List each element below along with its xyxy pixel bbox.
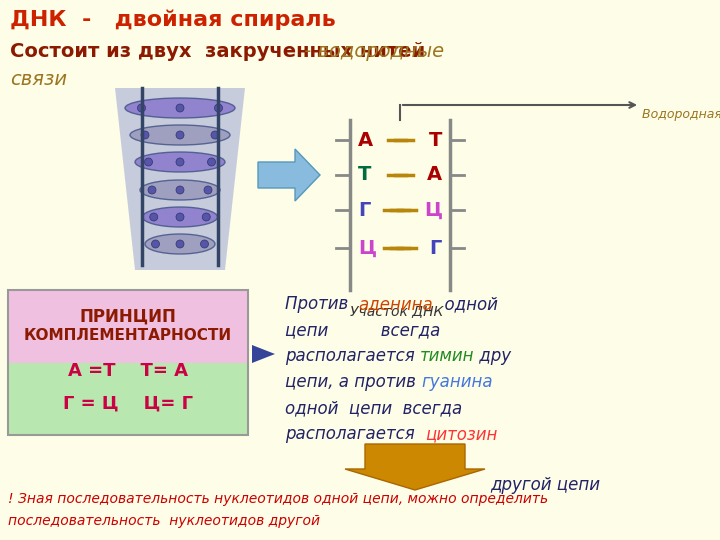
Text: располагается: располагается — [285, 425, 426, 443]
Text: другой цепи: другой цепи — [490, 476, 600, 494]
Text: последовательность  нуклеотидов другой: последовательность нуклеотидов другой — [8, 514, 320, 528]
Text: А: А — [358, 131, 373, 150]
Text: одной: одной — [433, 295, 498, 313]
Text: Водородная св: Водородная св — [642, 108, 720, 121]
Polygon shape — [115, 88, 245, 270]
Ellipse shape — [151, 240, 160, 248]
Ellipse shape — [141, 131, 149, 139]
Text: Ц: Ц — [358, 239, 376, 258]
Ellipse shape — [130, 125, 230, 145]
Text: Участок ДНК: Участок ДНК — [350, 304, 444, 318]
Text: Т: Т — [358, 165, 372, 185]
Text: Г: Г — [358, 200, 370, 219]
Ellipse shape — [176, 158, 184, 166]
Ellipse shape — [200, 240, 209, 248]
Text: цепи          всегда: цепи всегда — [285, 321, 441, 339]
Ellipse shape — [140, 180, 220, 200]
Ellipse shape — [148, 186, 156, 194]
Text: А: А — [427, 165, 442, 185]
Text: гуанина: гуанина — [421, 373, 492, 391]
Text: Т: Т — [428, 131, 442, 150]
Ellipse shape — [207, 158, 215, 166]
Text: одной  цепи  всегда: одной цепи всегда — [285, 399, 462, 417]
Polygon shape — [345, 444, 485, 490]
Ellipse shape — [145, 234, 215, 254]
Text: А =Т    Т= А: А =Т Т= А — [68, 362, 188, 380]
Text: ПРИНЦИП: ПРИНЦИП — [80, 308, 176, 326]
Text: цитозин: цитозин — [426, 425, 498, 443]
Text: связи: связи — [10, 70, 67, 89]
Text: аденина: аденина — [359, 295, 433, 313]
Text: КОМПЛЕМЕНТАРНОСТИ: КОМПЛЕМЕНТАРНОСТИ — [24, 328, 232, 343]
Ellipse shape — [176, 186, 184, 194]
Text: Ц: Ц — [424, 200, 442, 219]
Text: располагается: располагается — [285, 347, 420, 365]
Text: Г = Ц    Ц= Г: Г = Ц Ц= Г — [63, 395, 193, 413]
Ellipse shape — [204, 186, 212, 194]
Text: Состоит из двух  закрученных нитей: Состоит из двух закрученных нитей — [10, 42, 426, 61]
Text: тимин: тимин — [420, 347, 474, 365]
Ellipse shape — [211, 131, 219, 139]
Ellipse shape — [143, 207, 217, 227]
Ellipse shape — [135, 152, 225, 172]
Ellipse shape — [215, 104, 222, 112]
Ellipse shape — [202, 213, 210, 221]
Text: ДНК  -   двойная спираль: ДНК - двойная спираль — [10, 10, 336, 30]
Text: дру: дру — [474, 347, 512, 365]
Text: ! Зная последовательность нуклеотидов одной цепи, можно определить: ! Зная последовательность нуклеотидов од… — [8, 492, 548, 506]
Ellipse shape — [176, 213, 184, 221]
Bar — [8, 362, 248, 435]
Polygon shape — [258, 149, 320, 201]
Bar — [8, 290, 248, 362]
Text: цепи, а против: цепи, а против — [285, 373, 421, 391]
Ellipse shape — [145, 158, 153, 166]
Text: Против: Против — [285, 295, 359, 313]
Ellipse shape — [150, 213, 158, 221]
Text: - водородные: - водородные — [298, 42, 444, 61]
Text: Г: Г — [430, 239, 442, 258]
Ellipse shape — [138, 104, 145, 112]
Ellipse shape — [176, 131, 184, 139]
Polygon shape — [252, 345, 275, 363]
Ellipse shape — [176, 240, 184, 248]
Ellipse shape — [176, 104, 184, 112]
Ellipse shape — [125, 98, 235, 118]
